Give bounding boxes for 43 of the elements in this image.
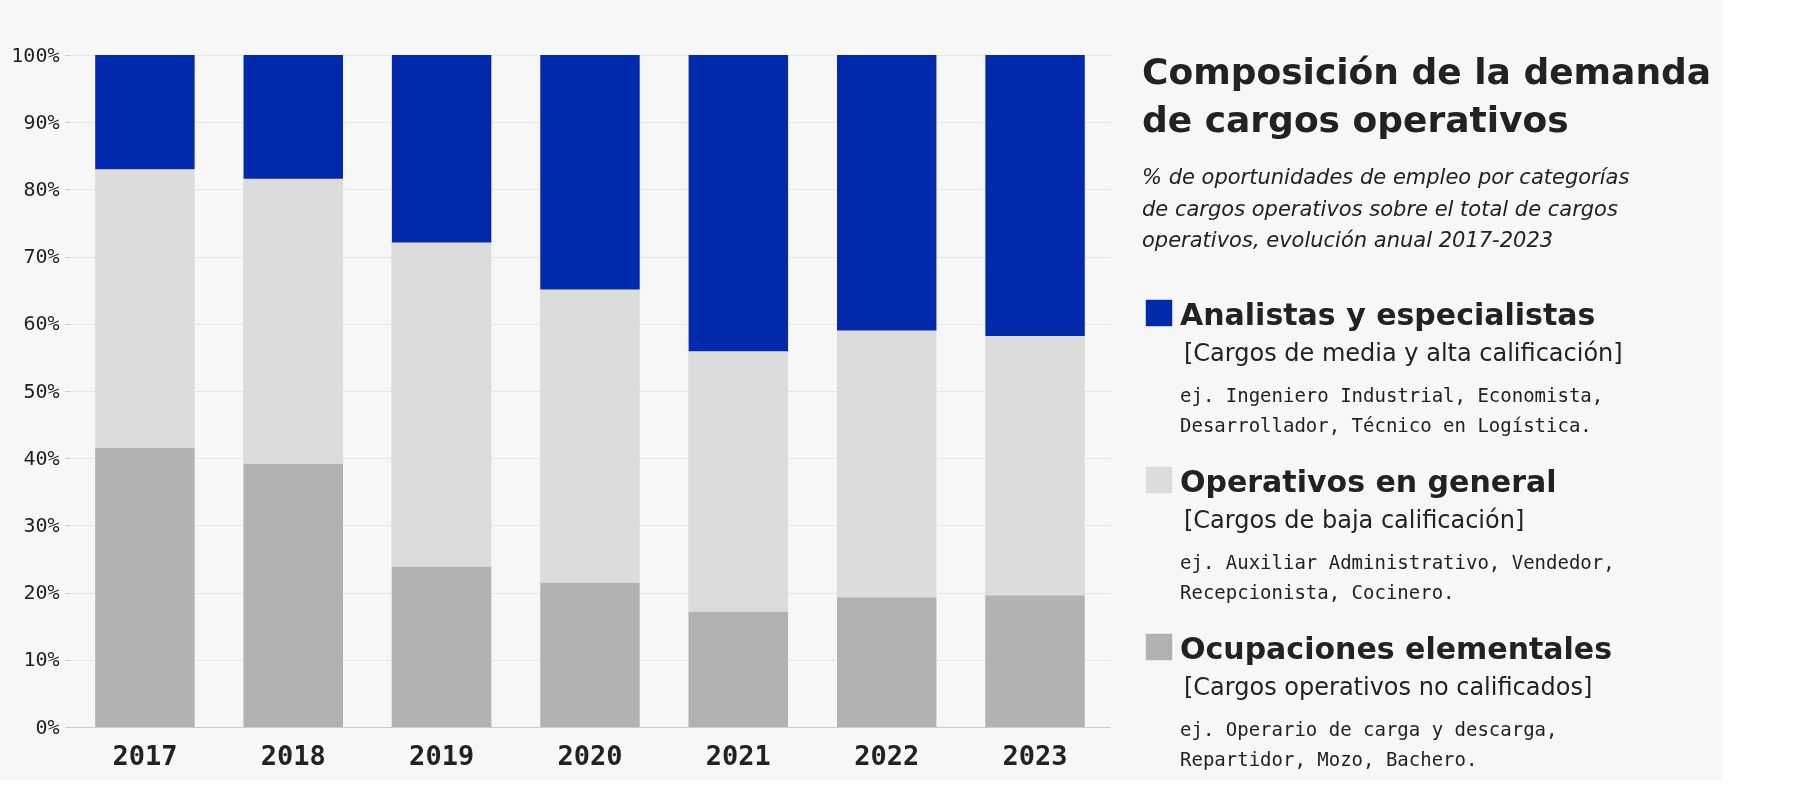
text: ej. Auxiliar Administrativo, Vendedor, Recepcionista, Cocinero.: [1180, 551, 1615, 603]
y-tick-label: 10%: [23, 647, 60, 672]
text: % de oportunidades de empleo por categorías de cargos operativos sobre el total de cargos operativos, evolución anual 2017-2023: [1142, 165, 1630, 252]
bar: [95, 448, 195, 727]
y-tick-label: 100%: [11, 42, 60, 67]
legend-label: Ocupaciones elementales: [1180, 631, 1613, 666]
text: ej. Ingeniero Industrial, Economista, Desarrollador, Técnico en Logística.: [1180, 384, 1604, 436]
bar: [985, 55, 1085, 336]
text: [Cargos de baja calificación]: [1184, 506, 1525, 534]
bar: [837, 55, 937, 331]
x-tick-label: 2022: [854, 739, 920, 771]
bar: [688, 611, 789, 727]
x-tick-label: 2020: [557, 739, 623, 771]
text: [Cargos operativos no calificados]: [1184, 673, 1593, 701]
x-tick-label: 2017: [112, 739, 178, 771]
bar: [688, 55, 789, 352]
y-tick-label: 90%: [23, 109, 60, 134]
y-tick-label: 40%: [23, 445, 60, 470]
bar: [391, 55, 492, 243]
bar: [837, 597, 937, 727]
bar: [243, 55, 343, 179]
legend-label: Analistas y especialistas: [1180, 297, 1596, 332]
y-tick-label: 0%: [35, 714, 60, 739]
bar: [540, 582, 640, 727]
bar: [243, 463, 343, 727]
x-tick-label: 2021: [705, 739, 771, 771]
x-tick-label: 2019: [409, 739, 475, 771]
bar: [95, 55, 195, 170]
text: ej. Operario de carga y descarga, Repartidor, Mozo, Bachero.: [1180, 718, 1558, 770]
x-tick-label: 2018: [260, 739, 326, 771]
text: [Cargos de media y alta calificación]: [1184, 339, 1623, 367]
bar: [391, 566, 492, 727]
bar: [985, 595, 1085, 727]
y-tick-label: 20%: [23, 580, 60, 605]
bar: [540, 55, 640, 290]
text: Composición de la demanda de cargos operativos: [1142, 51, 1712, 140]
legend-label: Operativos en general: [1180, 464, 1557, 499]
x-tick-label: 2023: [1002, 739, 1068, 771]
y-tick-label: 70%: [23, 244, 60, 269]
y-tick-label: 30%: [23, 512, 60, 537]
y-tick-label: 80%: [23, 176, 60, 201]
y-tick-label: 60%: [23, 311, 60, 336]
y-tick-label: 50%: [23, 378, 60, 403]
